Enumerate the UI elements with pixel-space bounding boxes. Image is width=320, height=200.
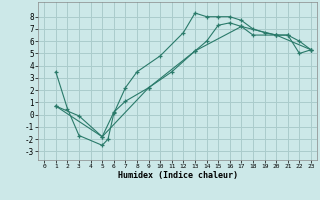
X-axis label: Humidex (Indice chaleur): Humidex (Indice chaleur) xyxy=(118,171,238,180)
